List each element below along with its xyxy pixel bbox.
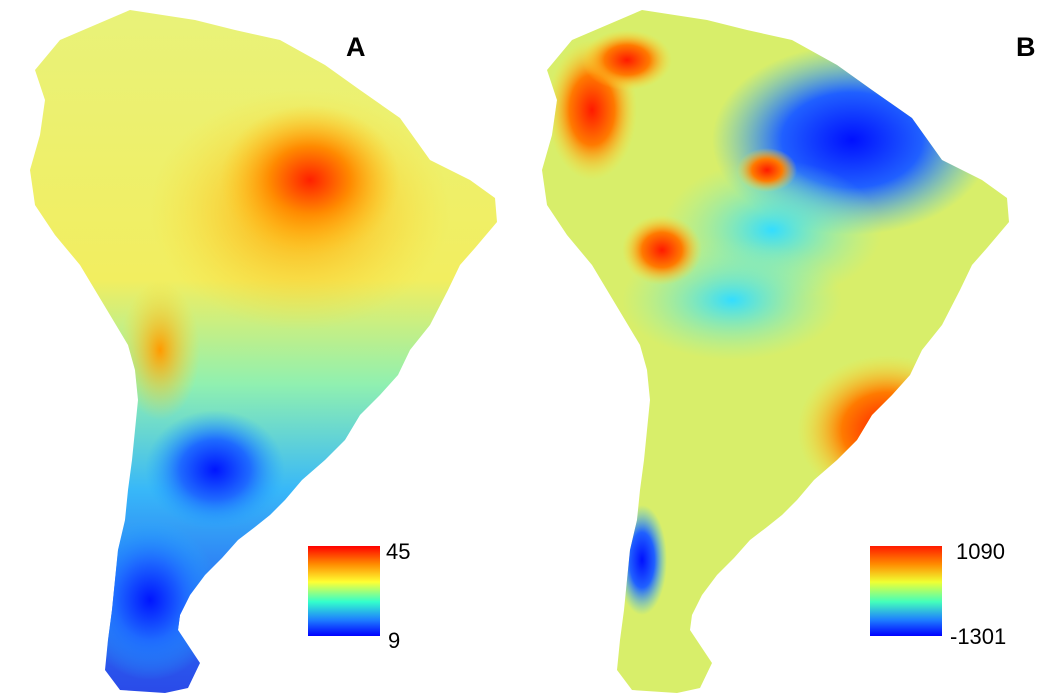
map-panel-b: B 1090 -1301 (522, 0, 1044, 699)
color-legend-bar-b (870, 546, 942, 636)
legend-min-b: -1301 (950, 624, 1007, 649)
map-panel-a: A 45 9 (30, 10, 497, 693)
panel-label-b: B (1016, 32, 1036, 62)
legend-min-a: 9 (388, 628, 401, 653)
south-america-map-b (542, 10, 1009, 693)
legend-max-a: 45 (386, 539, 411, 564)
south-america-map-a (30, 10, 497, 693)
panel-label-a: A (346, 32, 366, 62)
color-legend-bar-a (308, 546, 380, 636)
legend-max-b: 1090 (956, 539, 1005, 564)
